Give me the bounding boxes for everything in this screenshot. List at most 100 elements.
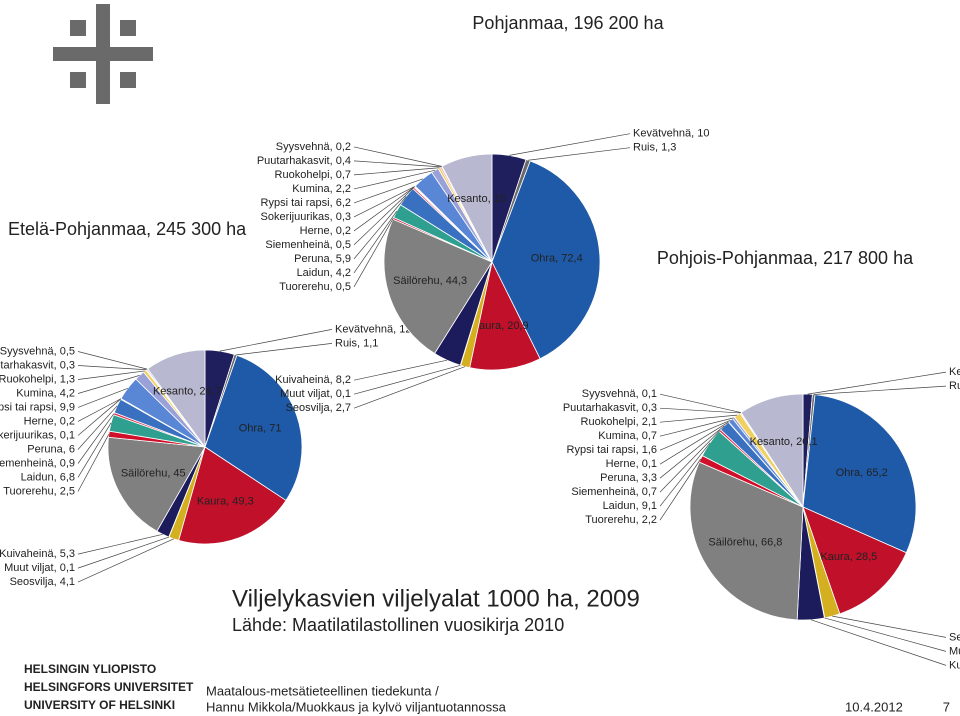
data-label: Puutarhakasvit, 0,4 — [257, 155, 351, 167]
leader-line — [353, 146, 442, 167]
pie-slice — [740, 393, 804, 509]
pie-slice — [441, 153, 493, 263]
data-label: Muut viljat, 0,1 — [949, 645, 960, 657]
footer: Maatalous-metsätieteellinen tiedekunta / — [206, 683, 439, 698]
leader-line — [659, 414, 738, 423]
leader-line — [659, 425, 725, 479]
leader-line — [659, 419, 731, 451]
data-label: Laidun, 4,2 — [297, 267, 351, 279]
leader-line — [77, 398, 122, 422]
data-label: Seosvilja, 4,8 — [949, 631, 960, 643]
data-label: Kuivaheinä, 8,4 — [949, 659, 960, 671]
leader-line — [77, 365, 147, 371]
leader-line — [77, 434, 110, 492]
data-label: Kumina, 4,2 — [16, 387, 75, 399]
data-label: Seosvilja, 4,1 — [10, 576, 75, 588]
footer: Hannu Mikkola/Muokkaus ja kylvö viljantu… — [206, 699, 507, 714]
data-label: Tuorerehu, 0,5 — [279, 281, 351, 293]
data-label: Kesanto, 24,7 — [153, 386, 221, 398]
data-label: Kumina, 2,2 — [292, 183, 351, 195]
leader-line — [77, 370, 145, 380]
data-label: Herne, 0,2 — [300, 225, 351, 237]
leader-line — [509, 133, 631, 156]
data-label: Kevätvehnä, 12 — [335, 323, 411, 335]
data-label: Kaura, 28,5 — [820, 551, 877, 563]
data-label: Laidun, 9,1 — [603, 500, 657, 512]
leader-line — [813, 385, 947, 395]
pie-slice — [469, 260, 541, 371]
leader-line — [77, 398, 121, 436]
leader-line — [353, 169, 435, 190]
data-label: Rypsi tai rapsi, 1,6 — [567, 444, 657, 456]
data-label: Kaura, 49,3 — [197, 495, 254, 507]
data-label: Kevätvehnä, 2,9 — [949, 366, 960, 378]
data-label: Kaura, 20,9 — [472, 320, 529, 332]
data-label: Ruis, 1,1 — [335, 337, 378, 349]
leader-line — [353, 186, 415, 232]
pie-slice — [204, 354, 303, 501]
leader-line — [659, 430, 721, 493]
data-label: Muut viljat, 0,1 — [4, 562, 75, 574]
data-label: Kumina, 0,7 — [598, 430, 657, 442]
leader-line — [659, 421, 729, 465]
leader-line — [77, 375, 140, 394]
date: 10.4.2012 — [845, 699, 903, 714]
data-label: Siemenheinä, 0,5 — [265, 239, 351, 251]
data-label: Peruna, 6 — [27, 443, 75, 455]
data-label: Siemenheinä, 0,9 — [0, 457, 75, 469]
data-label: Kevätvehnä, 10 — [633, 128, 709, 140]
data-label: Laidun, 6,8 — [21, 471, 75, 483]
slide-source: Lähde: Maatilatilastollinen vuosikirja 2… — [232, 615, 564, 635]
leader-line — [528, 147, 631, 161]
data-label: Kuivaheinä, 8,2 — [275, 374, 351, 386]
leader-line — [235, 343, 333, 356]
chart-title: Pohjanmaa, 196 200 ha — [472, 13, 664, 33]
data-label: Ohra, 65,2 — [836, 467, 888, 479]
chart-title: Pohjois-Pohjanmaa, 217 800 ha — [657, 248, 914, 268]
data-label: Sokerijuurikas, 0,1 — [0, 429, 75, 441]
leader-line — [353, 160, 441, 168]
leader-line — [77, 405, 118, 450]
pie-slice — [802, 506, 907, 615]
data-label: Tuorerehu, 2,5 — [3, 485, 75, 497]
data-label: Rypsi tai rapsi, 9,9 — [0, 401, 75, 413]
leader-line — [659, 442, 711, 507]
leader-line — [807, 371, 947, 395]
data-label: Säilörehu, 66,8 — [708, 537, 782, 549]
leader-line — [77, 413, 115, 464]
data-label: Ruokohelpi, 2,1 — [581, 416, 657, 428]
data-label: Kesanto, 15 — [447, 193, 506, 205]
data-label: Tuorerehu, 2,2 — [585, 514, 657, 526]
leader-line — [77, 387, 128, 408]
data-label: Seosvilja, 2,7 — [286, 402, 351, 414]
logo-icon — [53, 4, 153, 104]
data-label: Peruna, 5,9 — [294, 253, 351, 265]
data-label: Herne, 0,2 — [24, 415, 75, 427]
data-label: Syysvehnä, 0,5 — [0, 345, 75, 357]
data-label: Kuivaheinä, 5,3 — [0, 548, 75, 560]
slide-title: Viljelykasvien viljelyalat 1000 ha, 2009 — [232, 585, 640, 612]
leader-line — [659, 458, 702, 521]
leader-line — [659, 417, 734, 437]
leader-line — [353, 178, 424, 204]
pie-slice — [147, 349, 206, 449]
pie-slice — [689, 461, 804, 621]
logo-text: HELSINGFORS UNIVERSITET — [24, 680, 194, 694]
pie-slice — [491, 160, 601, 360]
leader-line — [219, 329, 333, 352]
leader-line — [353, 187, 414, 246]
leader-line — [659, 407, 741, 414]
data-label: Puutarhakasvit, 0,3 — [0, 359, 75, 371]
data-label: Muut viljat, 0,1 — [280, 388, 351, 400]
page-number: 7 — [943, 699, 950, 714]
leader-line — [77, 536, 169, 569]
leader-line — [353, 210, 398, 274]
data-label: Syysvehnä, 0,1 — [582, 388, 657, 400]
data-label: Puutarhakasvit, 0,3 — [563, 402, 657, 414]
data-label: Ruokohelpi, 0,7 — [275, 169, 351, 181]
data-label: Ohra, 71 — [239, 422, 282, 434]
pie-slice — [383, 218, 493, 355]
data-label: Säilörehu, 44,3 — [393, 275, 467, 287]
leader-line — [77, 533, 163, 555]
data-label: Herne, 0,1 — [606, 458, 657, 470]
